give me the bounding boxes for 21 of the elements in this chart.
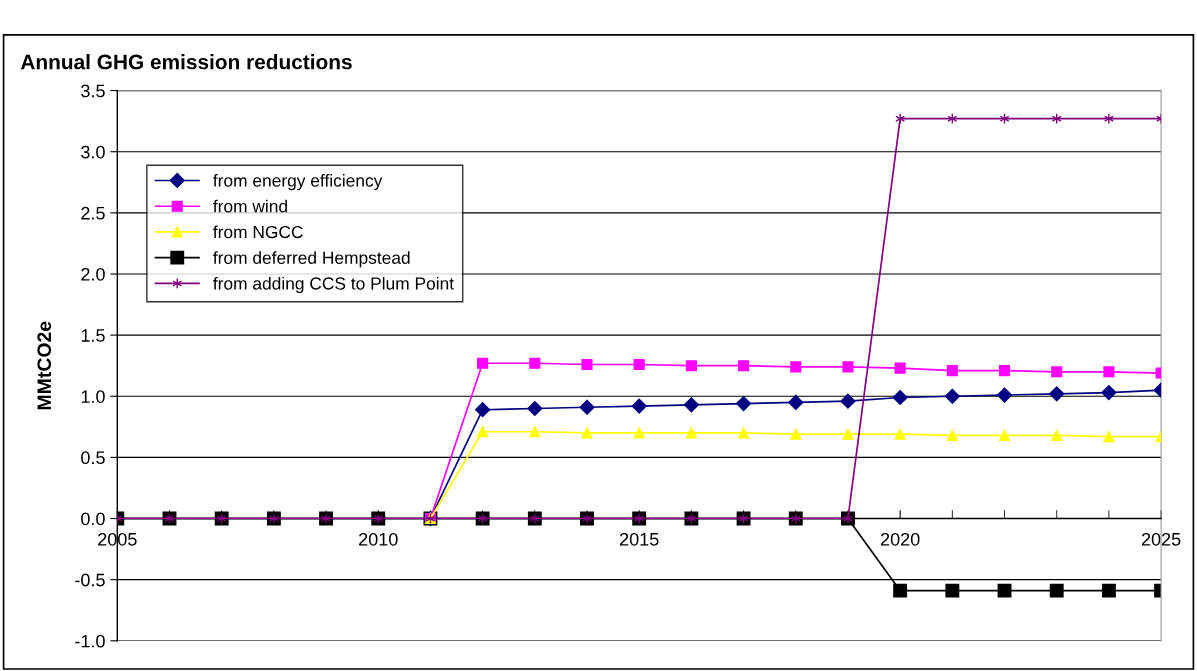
chart-title: Annual GHG emission reductions <box>20 54 352 70</box>
legend-label: from deferred Hempstead <box>213 251 410 268</box>
legend-label: from adding CCS to Plum Point <box>213 276 454 294</box>
legend-label: from energy efficiency <box>213 173 383 191</box>
y-tick-label: -1.0 <box>75 634 105 648</box>
y-tick-label: -0.5 <box>75 573 105 587</box>
y-tick-label: 2.5 <box>81 206 105 220</box>
y-tick-label: 1.0 <box>81 390 105 403</box>
y-tick-label: 0.5 <box>81 451 105 465</box>
legend-label: from NGCC <box>213 225 303 239</box>
x-tick-label: 2015 <box>620 532 659 546</box>
legend-label: from wind <box>213 199 287 213</box>
x-tick-label: 2025 <box>1141 532 1181 546</box>
x-tick-label: 2010 <box>359 532 398 546</box>
y-axis-title: MMtCO2e <box>37 321 52 410</box>
y-tick-label: 3.5 <box>81 84 105 98</box>
x-tick-label: 2020 <box>880 532 920 546</box>
y-tick-label: 1.5 <box>81 329 105 342</box>
y-tick-label: 2.0 <box>81 267 105 281</box>
y-tick-label: 0.0 <box>81 512 105 526</box>
y-tick-label: 3.0 <box>81 145 105 159</box>
